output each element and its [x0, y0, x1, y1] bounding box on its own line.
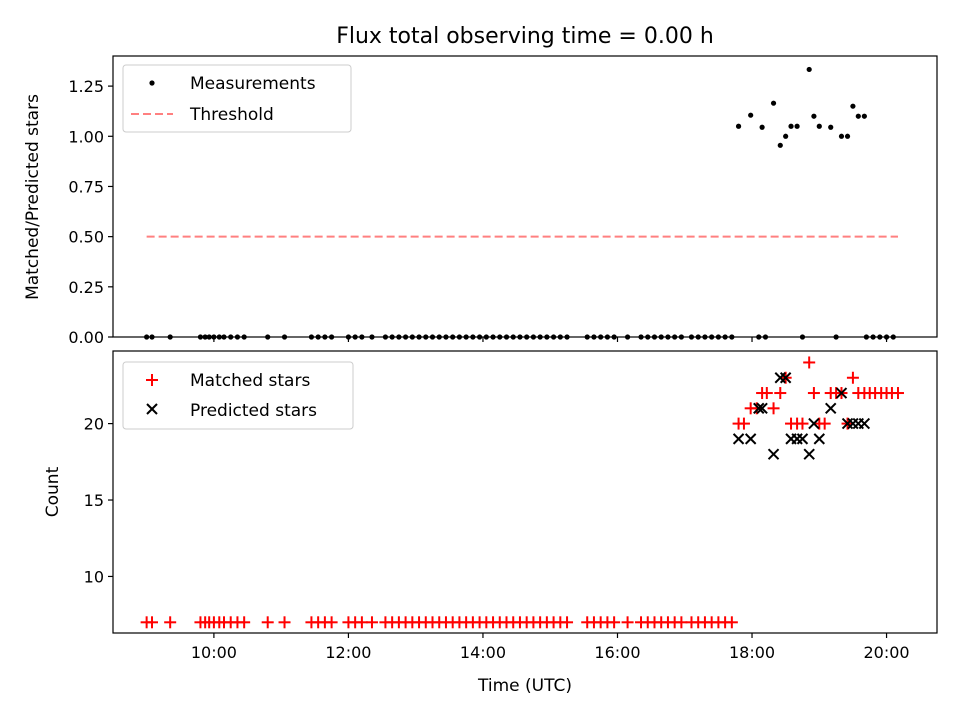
top-x-axis: [213, 337, 888, 342]
legend-matched-label: Matched stars: [190, 371, 310, 391]
matched-stars-point: [767, 402, 780, 415]
predicted-stars-point: [803, 448, 815, 460]
matched-stars-point: [675, 616, 688, 629]
legend-measurements-marker: [149, 80, 155, 86]
bottom-plot-area: [140, 356, 904, 629]
matched-stars-point: [164, 616, 177, 629]
measurements-point: [811, 113, 817, 119]
matched-stars-point: [355, 616, 368, 629]
measurements-point: [783, 133, 789, 139]
top-y-tick-label: 1.00: [68, 127, 104, 146]
measurements-point: [759, 124, 765, 130]
bottom-y-tick-label: 10: [84, 567, 104, 586]
matched-stars-point: [621, 616, 634, 629]
x-tick-label: 18:00: [729, 643, 775, 662]
top-y-tick-label: 0.00: [68, 328, 104, 347]
legend-predicted-marker: [146, 403, 158, 415]
matched-stars-point: [238, 616, 251, 629]
top-y-tick-label: 0.50: [68, 228, 104, 247]
bottom-y-axis: 10 15 20: [84, 415, 113, 586]
measurements-point: [770, 100, 777, 106]
predicted-stars-point: [779, 372, 792, 384]
matched-stars-point: [803, 356, 816, 369]
x-tick-label: 12:00: [325, 643, 371, 662]
bottom-legend: Matched stars Predicted stars: [122, 361, 354, 430]
predicted-stars-point: [808, 417, 820, 430]
matched-stars-point: [146, 616, 159, 629]
top-y-tick-label: 0.25: [68, 278, 104, 297]
bottom-legend-box: [122, 361, 354, 430]
matched-stars-point: [891, 387, 904, 400]
matched-stars-point: [760, 387, 773, 400]
measurements-point: [838, 133, 845, 139]
matched-stars-point: [725, 616, 738, 629]
measurements-point: [816, 123, 822, 129]
matched-stars-point: [608, 616, 621, 629]
matched-stars-point: [561, 616, 574, 629]
bottom-axes-frame: [112, 350, 938, 634]
measurements-point: [748, 112, 754, 118]
matched-stars-point: [846, 371, 859, 384]
predicted-stars-point: [813, 433, 825, 445]
measurements-point: [788, 123, 794, 129]
legend-threshold-label: Threshold: [189, 105, 274, 125]
top-y-axis-label: Matched/Predicted stars: [23, 94, 43, 300]
measurements-point: [806, 66, 812, 73]
predicted-stars-point: [732, 433, 745, 445]
measurements-point: [861, 113, 867, 119]
top-legend-box: [122, 64, 352, 133]
predicted-stars-point: [767, 448, 780, 460]
chart-title: Flux total observing time = 0.00 h: [336, 24, 714, 49]
matched-stars-point: [278, 616, 291, 629]
legend-predicted-label: Predicted stars: [190, 401, 317, 421]
measurements-point: [777, 142, 783, 148]
matched-stars-point: [737, 417, 750, 430]
matched-stars-point: [325, 616, 338, 629]
matched-stars-point: [796, 417, 809, 430]
predicted-stars-point: [744, 433, 757, 445]
top-y-axis: 0.00 0.25 0.50 0.75 1.00 1.25: [68, 77, 113, 347]
matched-stars-point: [365, 616, 378, 629]
predicted-stars-point: [756, 402, 768, 415]
x-axis-label: Time (UTC): [477, 676, 572, 696]
matched-stars-point: [774, 387, 787, 400]
measurements-point: [794, 123, 800, 129]
legend-measurements-label: Measurements: [190, 74, 316, 94]
measurements-point: [855, 113, 861, 119]
predicted-stars-point: [753, 402, 765, 415]
legend-matched-marker: [146, 374, 158, 386]
measurements-point: [828, 124, 834, 130]
top-axes-frame: [112, 55, 938, 338]
predicted-stars-point: [796, 433, 809, 445]
x-tick-label: 14:00: [460, 643, 506, 662]
top-legend: Measurements Threshold: [122, 64, 352, 133]
x-tick-label: 10:00: [191, 643, 237, 662]
bottom-y-tick-label: 20: [84, 415, 104, 434]
x-tick-label: 20:00: [863, 643, 909, 662]
bottom-y-axis-label: Count: [43, 466, 63, 517]
bottom-x-axis: 10:00 12:00 14:00 16:00 18:00 20:00: [191, 633, 910, 662]
matched-stars-point: [261, 616, 274, 629]
measurements-point: [735, 123, 742, 129]
predicted-stars-point: [835, 387, 848, 399]
measurements-point: [850, 103, 856, 109]
predicted-stars-point: [858, 417, 871, 430]
predicted-stars-point: [825, 402, 837, 415]
matched-stars-point: [818, 417, 831, 430]
top-y-tick-label: 1.25: [68, 77, 104, 96]
x-tick-label: 16:00: [594, 643, 640, 662]
measurements-point: [844, 133, 851, 139]
top-y-tick-label: 0.75: [68, 177, 104, 196]
matched-stars-point: [807, 387, 820, 400]
bottom-y-tick-label: 15: [84, 491, 104, 510]
